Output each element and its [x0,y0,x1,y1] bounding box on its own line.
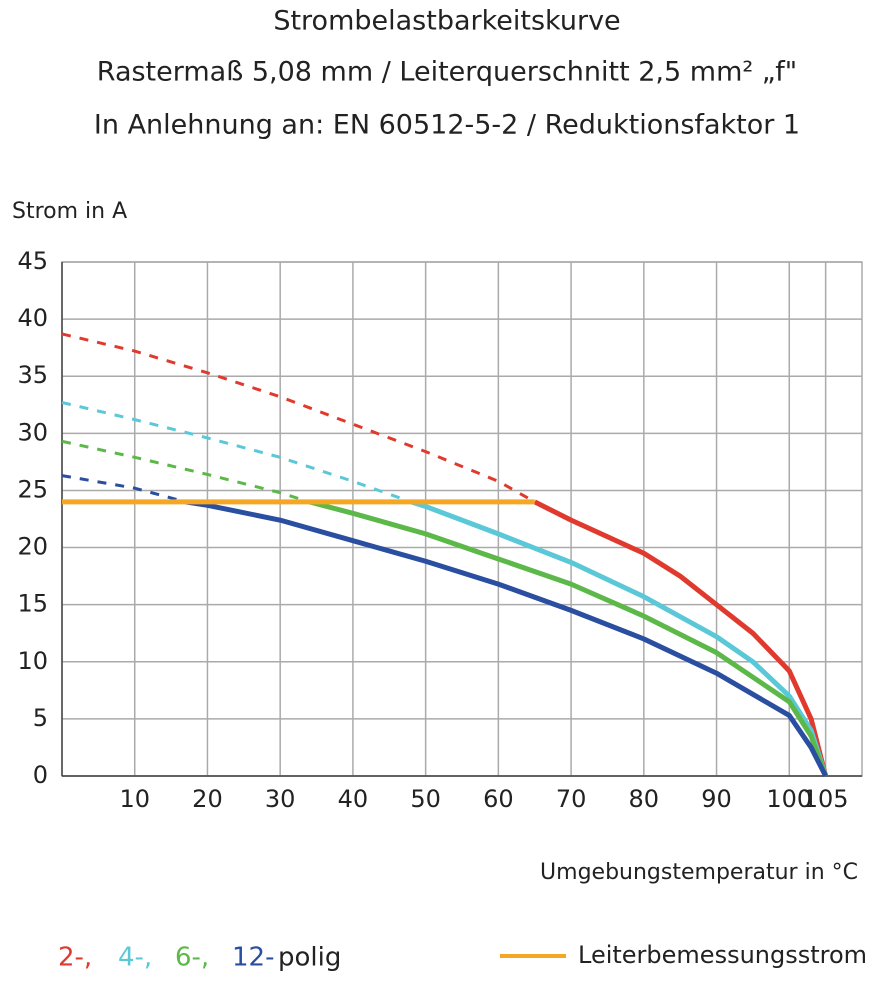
y-tick-label: 35 [17,361,48,389]
x-tick-label: 100 [766,785,812,813]
dashed-line [61,474,187,504]
y-tick-label: 10 [17,647,48,675]
y-tick-label: 25 [17,475,48,503]
y-tick-label: 15 [17,590,48,618]
line [410,499,829,777]
x-tick-label: 90 [701,785,732,813]
x-axis-label: Umgebungstemperatur in °C [540,860,858,885]
legend-label: 12- [232,943,274,973]
line [308,499,828,777]
x-tick-label: 30 [265,785,296,813]
legend-label: 4-, [118,943,152,973]
legend-label: Leiterbemessungsstrom [578,941,867,969]
x-tick-label: 40 [338,785,369,813]
x-tick-label: 20 [192,785,223,813]
y-tick-label: 0 [33,761,48,789]
legend-label: polig [278,943,341,973]
x-tick-label: 80 [629,785,660,813]
line [533,499,829,777]
x-tick-label: 60 [483,785,514,813]
chart-subtitle: Rastermaß 5,08 mm / Leiterquerschnitt 2,… [97,57,797,88]
legend-label: 2-, [58,943,92,973]
x-tick-label: 105 [803,785,849,813]
chart-title: Strombelastbarkeitskurve [273,6,620,37]
y-tick-label: 30 [17,418,48,446]
line [185,499,828,778]
dashed-line [61,439,310,504]
legend-label: 6-, [175,943,209,973]
y-tick-label: 40 [17,304,48,332]
dashed-line [61,401,412,504]
chart-subtitle: In Anlehnung an: EN 60512-5-2 / Reduktio… [94,110,800,141]
x-tick-label: 50 [410,785,441,813]
y-tick-label: 5 [33,704,48,732]
x-tick-label: 10 [119,785,150,813]
y-tick-label: 20 [17,533,48,561]
y-axis-label: Strom in A [12,199,127,224]
x-tick-label: 70 [556,785,587,813]
y-tick-label: 45 [17,247,48,275]
